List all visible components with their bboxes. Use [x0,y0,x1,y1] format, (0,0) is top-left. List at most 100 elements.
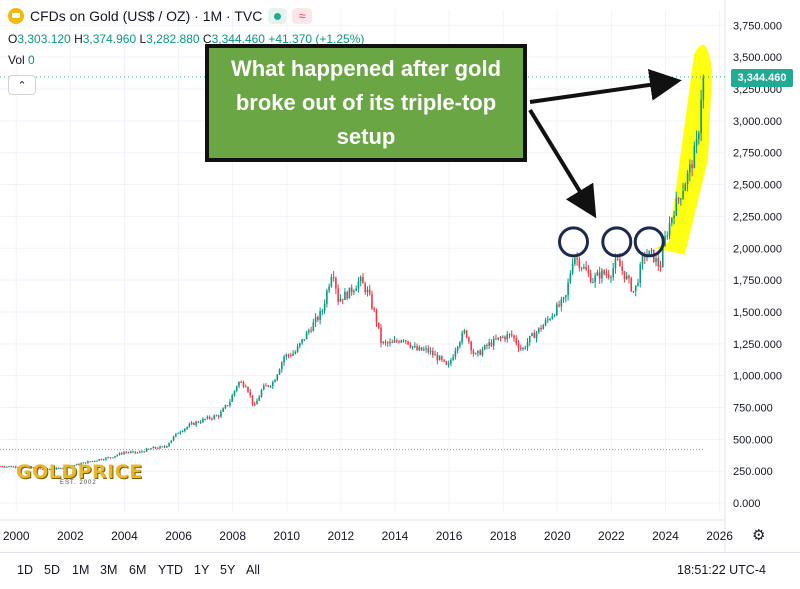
candle-body [292,353,294,356]
x-tick-label: 2002 [57,529,84,543]
candle-body [12,466,15,468]
candle-body [474,353,477,355]
candle-body [366,289,369,293]
candle-body [335,277,337,289]
candle-body [499,337,502,339]
candle-body [184,428,186,431]
candle-body [574,258,576,264]
triple-top-circles [558,226,665,258]
candle-body [693,145,696,169]
candle-body [510,333,513,336]
candle-body [161,446,164,448]
candle-body [350,287,353,293]
candle-body [438,356,441,361]
x-tick-label: 2024 [652,529,679,543]
candle-body [553,315,556,317]
candle-body [668,223,671,236]
y-tick-label: 0.000 [733,498,761,510]
range-5y[interactable]: 5Y [220,563,236,577]
candle-body [231,395,233,402]
candle-body [55,467,58,470]
candle-body [33,467,35,469]
range-5d[interactable]: 5D [44,563,60,577]
candle-body [479,350,481,355]
candle-body [111,457,114,459]
candle-body [276,374,279,381]
range-ytd[interactable]: YTD [158,563,183,577]
candle-body [380,327,382,344]
candle-body [398,341,400,343]
y-axis[interactable]: 0.000 250.000 500.000 750.000 1,000.000 1,250… [733,20,782,510]
candle-body [5,466,8,468]
candle-body [84,462,87,464]
candle-body [468,337,470,342]
candle-body [17,467,19,469]
candle-body [560,299,563,307]
candle-body [526,342,529,348]
range-1d[interactable]: 1D [17,563,33,577]
candle-body [544,320,547,326]
candle-body [269,386,272,388]
candle-body [26,466,28,468]
candle-body [51,469,53,471]
candle-body [346,291,348,299]
candle-body [456,346,459,351]
candle-body [450,360,452,364]
candle-body [519,347,522,349]
candle-body [163,446,166,448]
candle-body [215,415,218,417]
candle-body [206,416,209,419]
market-status-icon[interactable] [268,8,287,24]
candle-body [44,468,46,470]
candle-body [312,322,315,332]
candle-body [481,349,484,355]
range-all[interactable]: All [246,563,260,577]
candle-body [641,255,644,265]
candle-body [368,289,371,295]
candle-body [371,294,373,309]
range-3m[interactable]: 3M [100,563,118,577]
candle-body [89,461,91,463]
candle-body [547,319,549,321]
candle-body [666,235,669,237]
candle-body [528,335,531,343]
candle-body [48,469,51,471]
candle-body [204,418,206,420]
clock[interactable]: 18:51:22 UTC-4 [677,563,766,577]
candle-body [102,459,105,461]
candle-body [436,354,439,361]
candle-body [242,382,245,387]
symbol-title[interactable]: CFDs on Gold (US$ / OZ) · 1M · TVC [30,8,263,24]
range-1y[interactable]: 1Y [194,563,210,577]
candle-body [567,282,569,296]
collapse-legend-button[interactable]: ⌃ [8,75,36,95]
candle-body [610,277,612,279]
candle-body [695,139,698,146]
candle-body [249,391,252,396]
candle-body [21,466,24,468]
range-1m[interactable]: 1M [72,563,90,577]
candle-body [549,319,551,321]
candle-body [508,333,511,335]
candle-body [623,270,626,279]
candle-body [483,345,486,350]
candle-body [193,422,195,425]
candle-body [432,350,434,355]
candle-body [265,385,267,387]
candle-body [443,359,445,362]
candle-body [603,270,605,275]
candle-body [562,297,565,300]
candle-body [389,342,391,344]
candle-body [172,436,175,441]
candle-body [492,338,495,346]
settings-gear-icon[interactable]: ⚙ [752,527,766,544]
candle-body [339,298,342,302]
range-6m[interactable]: 6M [129,563,147,577]
candle-body [585,266,587,271]
annotation-text: What happened after gold broke out of it… [230,56,502,149]
wave-icon[interactable]: ≈ [292,8,313,24]
candle-body [274,380,276,383]
candle-body [357,281,360,289]
y-tick-label: 1,500.000 [733,307,782,319]
candle-body [46,468,49,470]
